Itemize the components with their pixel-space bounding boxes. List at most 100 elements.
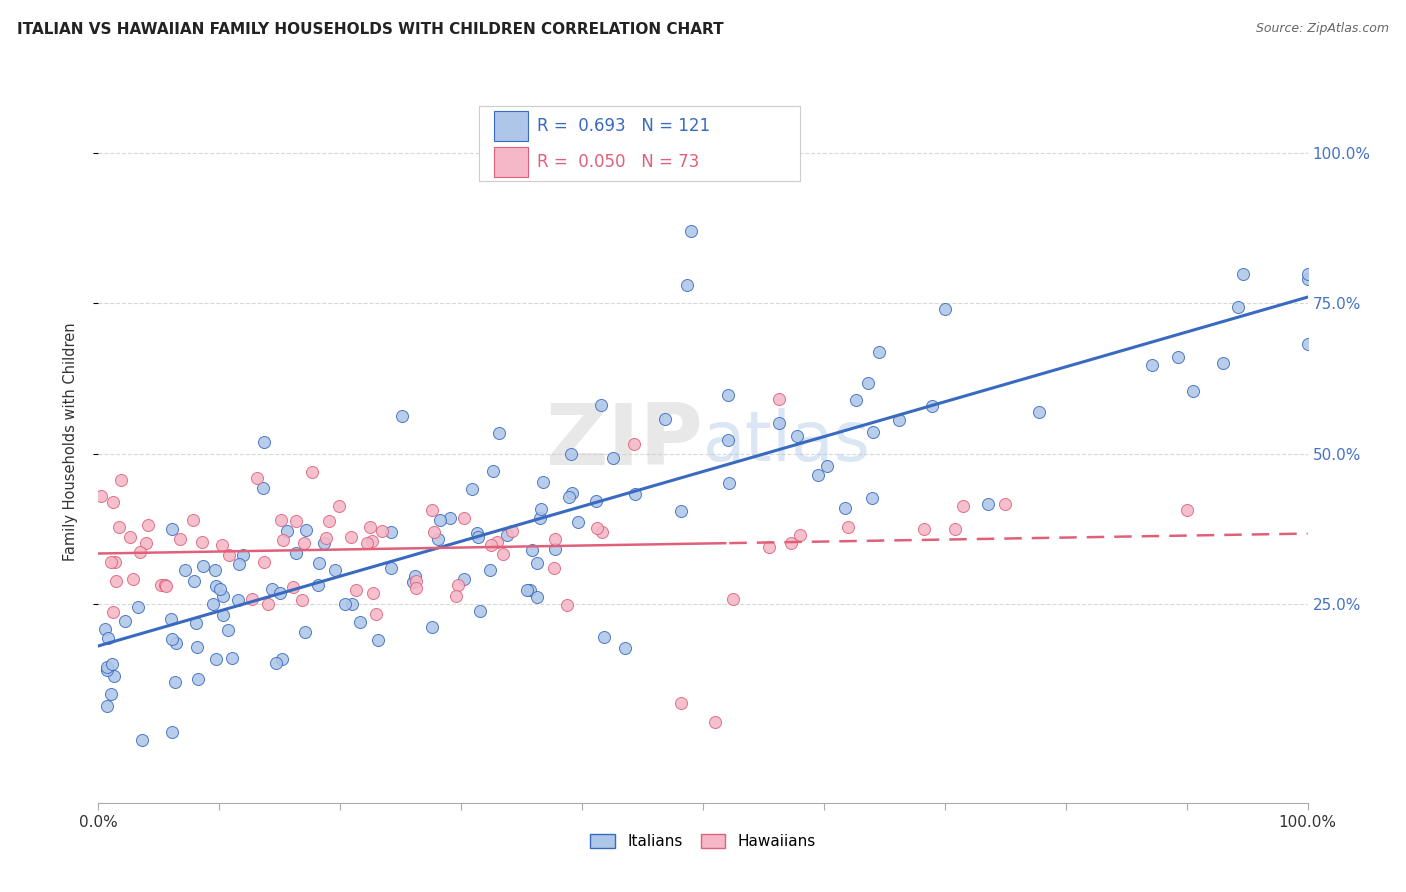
Point [501,524,523,538]
Point [181,513,204,527]
Point [201,597,224,611]
Text: ZIP: ZIP [546,400,703,483]
Point [270,652,292,666]
Point [679,224,702,238]
FancyBboxPatch shape [494,111,527,141]
Point [478,562,501,576]
Point [1296,337,1319,351]
Point [165,675,187,690]
Point [519,582,541,597]
Point [380,525,402,540]
Point [335,597,357,611]
Point [1167,350,1189,364]
Point [789,528,811,542]
Point [295,523,318,537]
Point [253,435,276,450]
Point [543,532,565,546]
Point [1028,404,1050,418]
Point [101,657,124,671]
Point [270,513,292,527]
Point [127,599,149,614]
Point [169,532,191,546]
Point [380,560,402,574]
Point [391,409,413,423]
Point [526,590,548,604]
Point [193,558,215,573]
Text: Source: ZipAtlas.com: Source: ZipAtlas.com [1256,22,1389,36]
Point [294,536,316,550]
Point [246,471,269,485]
Point [318,514,340,528]
Point [211,538,233,552]
Point [485,534,508,549]
Point [105,574,128,588]
Point [492,547,515,561]
Point [294,625,316,640]
Point [479,538,502,552]
Point [786,428,808,442]
Point [779,535,801,549]
Point [276,524,298,538]
Text: ITALIAN VS HAWAIIAN FAMILY HOUSEHOLDS WITH CHILDREN CORRELATION CHART: ITALIAN VS HAWAIIAN FAMILY HOUSEHOLDS WI… [17,22,724,37]
Point [100,687,122,701]
Point [217,623,239,637]
Point [104,556,127,570]
Point [592,630,614,644]
Point [162,632,184,646]
Point [402,574,425,589]
Point [356,536,378,550]
Point [221,651,243,665]
Point [312,535,335,549]
Point [131,732,153,747]
Point [837,520,859,534]
Text: R =  0.050   N = 73: R = 0.050 N = 73 [537,153,700,171]
Point [349,615,371,629]
Point [90,489,112,503]
Text: R =  0.693   N = 121: R = 0.693 N = 121 [537,117,710,135]
Point [344,582,367,597]
Point [669,504,692,518]
Point [360,533,382,548]
Point [405,574,427,588]
Point [1232,267,1254,281]
Point [184,616,207,631]
Point [420,620,443,634]
Point [488,426,510,441]
Point [204,562,226,576]
Point [669,697,692,711]
Point [96,664,118,678]
Point [591,524,613,539]
Point [444,589,467,603]
Point [361,586,384,600]
Point [308,556,330,570]
FancyBboxPatch shape [494,147,527,178]
Point [426,533,449,547]
Point [856,376,879,391]
Point [155,579,177,593]
Point [118,530,141,544]
Point [205,579,228,593]
Point [97,631,120,645]
Point [208,582,231,597]
Point [862,425,884,440]
Point [834,501,856,516]
Point [467,530,489,544]
Point [977,497,1000,511]
Point [526,556,548,570]
Point [815,458,838,473]
Point [103,669,125,683]
Point [624,487,647,501]
Point [284,546,307,560]
Y-axis label: Family Households with Children: Family Households with Children [63,322,77,561]
Point [530,502,553,516]
Point [439,511,461,525]
Point [121,573,143,587]
Point [768,392,790,406]
Point [328,500,350,514]
Point [96,660,118,674]
Point [108,520,131,534]
Point [269,586,291,600]
Point [520,542,543,557]
Point [190,535,212,549]
Point [721,591,744,606]
